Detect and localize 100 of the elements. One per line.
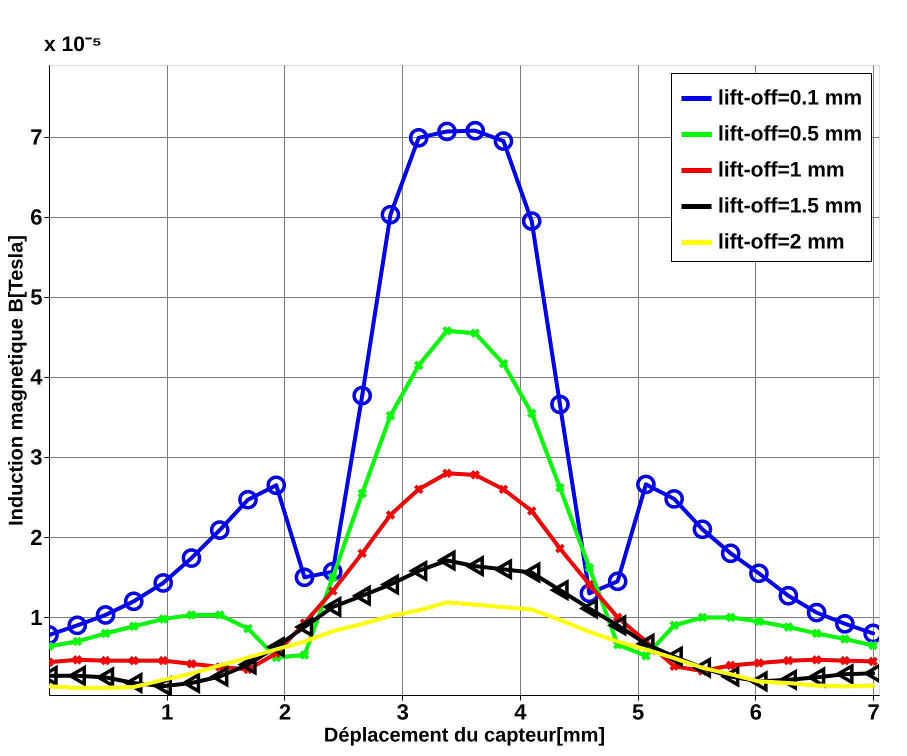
point: [158, 656, 168, 666]
point: [522, 211, 542, 231]
point: [608, 572, 628, 592]
point: [96, 605, 116, 625]
point: [835, 614, 855, 634]
point: [584, 563, 594, 572]
point: [67, 616, 88, 636]
point: [840, 634, 850, 644]
y-tick-label: 2: [30, 524, 42, 550]
point: [324, 597, 342, 617]
point: [386, 510, 396, 520]
point: [522, 562, 540, 582]
legend-label: lift-off=0.1 mm: [718, 86, 862, 110]
point: [158, 614, 168, 624]
point: [182, 673, 200, 693]
point: [442, 326, 452, 336]
point: [380, 204, 400, 224]
point: [806, 602, 826, 622]
point: [266, 475, 286, 496]
point: [442, 468, 452, 478]
point: [437, 122, 457, 142]
legend-label: lift-off=1 mm: [718, 158, 845, 182]
point: [328, 586, 338, 596]
point: [580, 598, 598, 618]
y-tick-label: 1: [30, 604, 42, 630]
point: [551, 580, 569, 600]
x-tick-label: 2: [278, 700, 292, 724]
point: [186, 610, 196, 620]
point: [386, 410, 396, 420]
point: [466, 556, 484, 576]
point: [498, 358, 508, 368]
point: [352, 386, 372, 406]
point: [754, 616, 764, 626]
point: [100, 656, 110, 666]
point: [414, 360, 424, 370]
x-tick-label: 6: [750, 700, 762, 724]
point: [470, 328, 480, 338]
point: [100, 628, 110, 638]
point: [641, 651, 651, 660]
point: [527, 506, 536, 516]
point: [210, 666, 228, 686]
point: [550, 394, 570, 414]
point: [129, 656, 138, 666]
point: [129, 621, 138, 631]
point: [836, 664, 854, 684]
point: [238, 490, 258, 510]
point: [669, 620, 679, 630]
point: [470, 470, 480, 480]
point: [749, 564, 769, 584]
point: [498, 484, 508, 494]
x-tick-label: 3: [396, 700, 409, 724]
point: [754, 658, 764, 668]
point: [698, 612, 708, 622]
legend-label: lift-off=0.5 mm: [718, 122, 862, 146]
y-tick-label: 4: [30, 364, 44, 390]
x-tick-label: 1: [161, 700, 174, 724]
point: [527, 408, 536, 418]
point: [186, 659, 196, 668]
point: [664, 489, 684, 509]
point: [494, 131, 514, 151]
point: [296, 617, 314, 637]
point: [382, 574, 400, 594]
point: [840, 656, 850, 666]
point: [692, 520, 712, 540]
point: [778, 586, 798, 606]
x-tick-label: 4: [514, 700, 528, 724]
point: [328, 572, 338, 582]
point: [465, 120, 485, 140]
x-axis-title: Déplacement du capteur[mm]: [324, 724, 606, 746]
point: [726, 612, 736, 622]
text: x 10⁻⁵: [44, 33, 102, 56]
y-axis-title: Induction magnetique B[Tesla]: [5, 235, 28, 526]
point: [357, 488, 367, 498]
point: [72, 636, 82, 646]
y-tick-label: 7: [30, 124, 42, 150]
point: [153, 573, 174, 593]
x-tick-label: 5: [632, 700, 644, 724]
point: [215, 610, 224, 620]
point: [96, 668, 114, 688]
point: [414, 484, 424, 494]
point: [300, 650, 310, 660]
point: [584, 580, 594, 590]
point: [720, 544, 740, 564]
point: [410, 561, 428, 581]
legend-label: lift-off=2 mm: [718, 230, 845, 254]
point: [608, 616, 626, 636]
y-tick-label: 6: [30, 204, 42, 230]
point: [210, 520, 230, 540]
x-tick-label: 7: [867, 700, 880, 724]
point: [353, 586, 371, 606]
point: [438, 550, 456, 570]
point: [868, 640, 878, 650]
point: [68, 666, 86, 686]
point: [555, 544, 565, 554]
y-tick-label: 5: [30, 284, 42, 310]
point: [812, 628, 822, 638]
point: [726, 660, 736, 670]
point: [294, 568, 314, 588]
point: [868, 656, 878, 666]
point: [494, 560, 512, 580]
